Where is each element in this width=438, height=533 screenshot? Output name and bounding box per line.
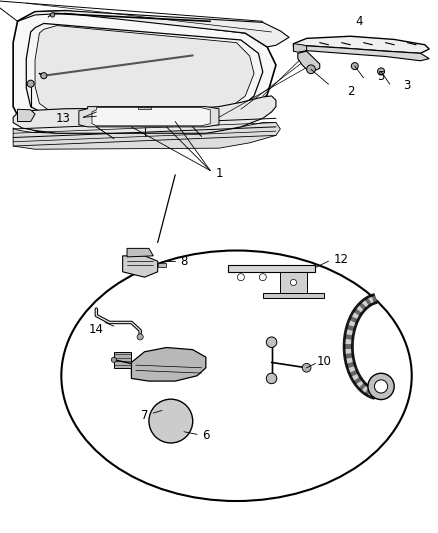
Circle shape [374, 380, 388, 393]
Circle shape [41, 72, 47, 79]
Polygon shape [13, 96, 276, 133]
Circle shape [307, 65, 315, 74]
Text: 14: 14 [89, 323, 104, 336]
Text: 2: 2 [346, 85, 354, 98]
Polygon shape [18, 109, 35, 122]
Polygon shape [228, 265, 315, 272]
Text: 7: 7 [141, 409, 148, 422]
Text: 6: 6 [202, 430, 210, 442]
Polygon shape [35, 26, 254, 118]
Polygon shape [114, 352, 131, 368]
Polygon shape [293, 36, 429, 53]
Circle shape [290, 279, 297, 286]
Polygon shape [263, 293, 324, 298]
Circle shape [27, 80, 34, 87]
Text: 5: 5 [378, 70, 385, 83]
Polygon shape [92, 108, 210, 126]
Circle shape [302, 364, 311, 372]
Polygon shape [13, 123, 280, 149]
Polygon shape [131, 348, 206, 381]
Polygon shape [293, 44, 307, 52]
Polygon shape [18, 11, 289, 47]
Circle shape [50, 13, 55, 17]
Polygon shape [158, 263, 166, 266]
Circle shape [259, 273, 266, 281]
Polygon shape [298, 51, 320, 70]
Polygon shape [13, 11, 276, 136]
Polygon shape [293, 46, 429, 61]
Circle shape [237, 273, 244, 281]
Polygon shape [79, 107, 219, 127]
Text: 8: 8 [180, 255, 187, 268]
Polygon shape [123, 256, 158, 277]
Polygon shape [127, 248, 153, 257]
Ellipse shape [61, 251, 412, 501]
Circle shape [368, 373, 394, 400]
Text: 1: 1 [215, 167, 223, 180]
Text: 13: 13 [55, 112, 70, 125]
Polygon shape [26, 23, 263, 122]
Text: 10: 10 [317, 355, 332, 368]
Circle shape [378, 68, 385, 75]
Text: 4: 4 [355, 15, 363, 28]
Circle shape [137, 334, 143, 340]
Polygon shape [280, 272, 307, 294]
Circle shape [111, 357, 117, 362]
Circle shape [266, 373, 277, 384]
Circle shape [149, 399, 193, 443]
Circle shape [351, 62, 358, 70]
Polygon shape [138, 107, 151, 109]
Text: 12: 12 [334, 253, 349, 265]
Circle shape [266, 337, 277, 348]
Text: 3: 3 [404, 79, 411, 92]
